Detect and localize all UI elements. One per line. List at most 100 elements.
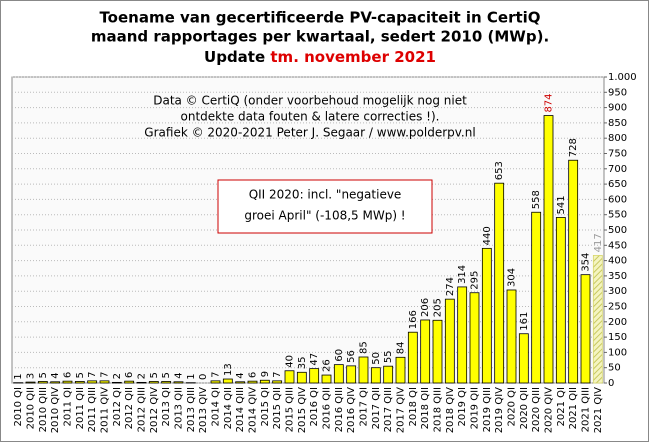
value-label: 6 (248, 372, 259, 378)
x-tick-label: 2018 QII (420, 387, 431, 429)
x-tick-label: 2016 QII (322, 387, 333, 429)
value-label: 3 (26, 373, 37, 379)
bar (162, 381, 171, 383)
value-label: 304 (507, 268, 518, 287)
x-tick-label: 2010 QIII (38, 387, 49, 432)
x-tick-label: 2020 QIII (531, 387, 542, 432)
x-tick-label: 2018 QIII (433, 387, 444, 432)
value-label: 5 (149, 372, 160, 378)
x-tick-label: 2014 QIV (248, 387, 259, 433)
x-tick-label: 2010 QIV (50, 387, 61, 433)
x-tick-label: 2020 QII (519, 387, 530, 429)
x-tick-label: 2016 QIII (334, 387, 345, 432)
y-tick-label: 150 (608, 332, 627, 343)
bar (458, 287, 467, 383)
y-tick-label: 600 (608, 194, 627, 205)
x-tick-label: 2015 QIV (297, 387, 308, 433)
value-label: 166 (408, 310, 419, 329)
x-tick-label: 2014 QI (211, 387, 222, 426)
value-label: 4 (50, 372, 61, 378)
x-tick-label: 2015 QI (260, 387, 271, 426)
annotation: QII 2020: incl. "negatieve (249, 188, 402, 202)
x-tick-label: 2011 QII (75, 387, 86, 429)
bar (236, 382, 245, 383)
value-label: 84 (396, 342, 407, 355)
bar (285, 371, 294, 383)
y-tick-label: 250 (608, 302, 627, 313)
y-tick-label: 800 (608, 133, 627, 144)
bar (100, 381, 109, 383)
bar (137, 382, 146, 383)
value-label: 35 (297, 357, 308, 370)
bar (532, 212, 541, 383)
bar (310, 369, 319, 383)
bar (322, 375, 331, 383)
value-label: 5 (161, 372, 172, 378)
bar (433, 320, 442, 383)
bar (408, 332, 417, 383)
annotation: groei April" (-108,5 MWp) ! (244, 209, 405, 223)
x-tick-label: 2019 QIV (494, 387, 505, 433)
y-tick-label: 300 (608, 286, 627, 297)
x-tick-label: 2017 QI (359, 387, 370, 426)
x-tick-label: 2012 QIV (149, 387, 160, 433)
x-tick-label: 2011 QIII (87, 387, 98, 432)
bar (519, 334, 528, 383)
bar (593, 255, 602, 383)
y-tick-label: 400 (608, 256, 627, 267)
value-label: 314 (457, 265, 468, 284)
bar (26, 382, 35, 383)
bar (569, 160, 578, 383)
chart-title: Toename van gecertificeerde PV-capacitei… (99, 9, 540, 27)
chart-title: maand rapportages per kwartaal, sedert 2… (91, 28, 549, 46)
value-label: 56 (346, 350, 357, 363)
y-tick-label: 550 (608, 210, 627, 221)
value-label: 440 (482, 226, 493, 245)
x-tick-label: 2016 QIV (346, 387, 357, 433)
y-tick-label: 1.000 (608, 72, 637, 83)
x-tick-label: 2013 QII (174, 387, 185, 429)
bar (445, 299, 454, 383)
value-label: 85 (359, 341, 370, 354)
bar (149, 381, 158, 383)
bar (495, 183, 504, 383)
x-tick-label: 2013 QIV (198, 387, 209, 433)
value-label: 1 (13, 373, 24, 379)
bar (581, 275, 590, 383)
bar (51, 382, 60, 383)
x-tick-label: 2021 QIII (581, 387, 592, 432)
value-label: 60 (334, 349, 345, 362)
bar (75, 381, 84, 383)
bar (359, 357, 368, 383)
bar (384, 366, 393, 383)
x-tick-label: 2012 QII (124, 387, 135, 429)
x-tick-label: 2020 QI (507, 387, 518, 426)
y-tick-label: 100 (608, 347, 627, 358)
value-label: 40 (285, 355, 296, 368)
bar (482, 248, 491, 383)
y-tick-label: 50 (608, 363, 621, 374)
bar (223, 379, 232, 383)
bar (297, 372, 306, 383)
value-label: 558 (531, 190, 542, 209)
bar (347, 366, 356, 383)
x-tick-label: 2014 QII (223, 387, 234, 429)
y-tick-label: 0 (608, 378, 614, 389)
bar (174, 382, 183, 383)
annotation: Grafiek © 2020-2021 Peter J. Segaar / ww… (144, 126, 475, 140)
bar (334, 365, 343, 383)
y-tick-label: 950 (608, 87, 627, 98)
value-label: 4 (174, 372, 185, 378)
x-tick-label: 2010 QII (26, 387, 37, 429)
bar (470, 293, 479, 383)
x-tick-label: 2017 QII (371, 387, 382, 429)
value-label: 47 (309, 353, 320, 366)
update-prefix: Update (204, 48, 265, 66)
value-label: 7 (100, 371, 111, 377)
y-tick-label: 350 (608, 271, 627, 282)
x-tick-label: 2019 QII (470, 387, 481, 429)
y-tick-label: 750 (608, 149, 627, 160)
value-label: 5 (75, 372, 86, 378)
y-tick-label: 650 (608, 179, 627, 190)
